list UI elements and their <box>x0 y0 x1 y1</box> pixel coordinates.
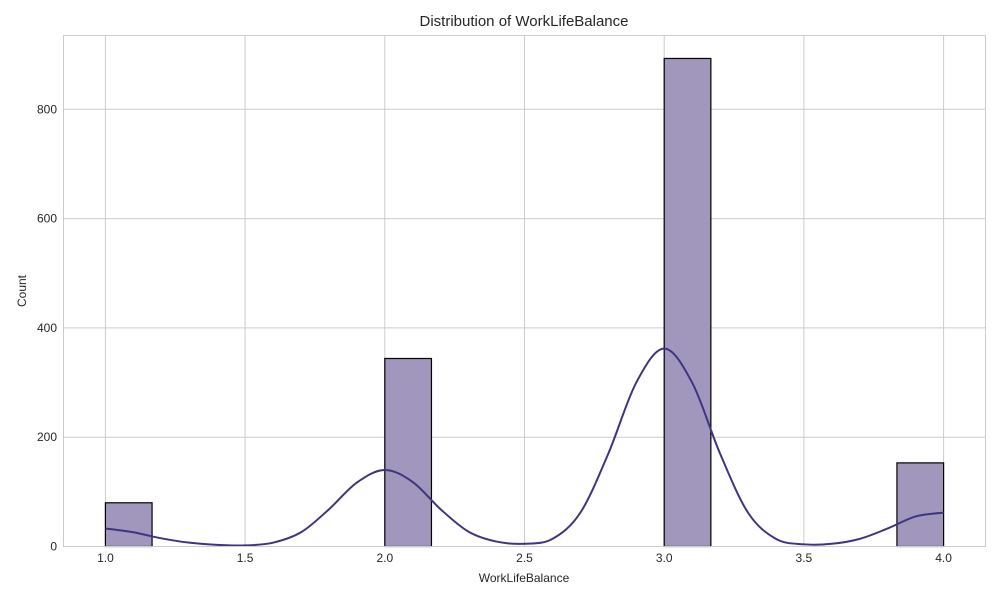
x-tick-label: 3.5 <box>796 551 813 565</box>
histogram-bar <box>896 462 945 548</box>
histogram-bar <box>384 357 433 548</box>
y-tick-label: 400 <box>37 321 57 335</box>
plot-frame <box>63 35 986 547</box>
y-tick-labels: 0 200 400 600 800 <box>37 102 57 553</box>
x-tick-label: 1.5 <box>237 551 254 565</box>
y-axis-label: Count <box>15 274 29 307</box>
kde-line <box>105 347 944 547</box>
bars <box>104 57 945 548</box>
x-tick-label: 2.5 <box>516 551 533 565</box>
kde-curve-group <box>105 347 944 547</box>
x-tick-label: 2.0 <box>376 551 393 565</box>
y-tick-label: 200 <box>37 430 57 444</box>
y-tick-label: 800 <box>37 102 57 116</box>
y-tick-label: 600 <box>37 212 57 226</box>
x-tick-label: 1.0 <box>97 551 114 565</box>
x-tick-labels: 1.0 1.5 2.0 2.5 3.0 3.5 4.0 <box>97 551 952 565</box>
histogram-bar <box>663 57 712 548</box>
x-axis-label: WorkLifeBalance <box>479 571 570 585</box>
x-tick-label: 3.0 <box>656 551 673 565</box>
grid <box>63 35 986 547</box>
x-tick-label: 4.0 <box>935 551 952 565</box>
histogram-bar <box>104 502 153 548</box>
y-tick-label: 0 <box>50 540 57 554</box>
chart-title: Distribution of WorkLifeBalance <box>420 13 629 30</box>
